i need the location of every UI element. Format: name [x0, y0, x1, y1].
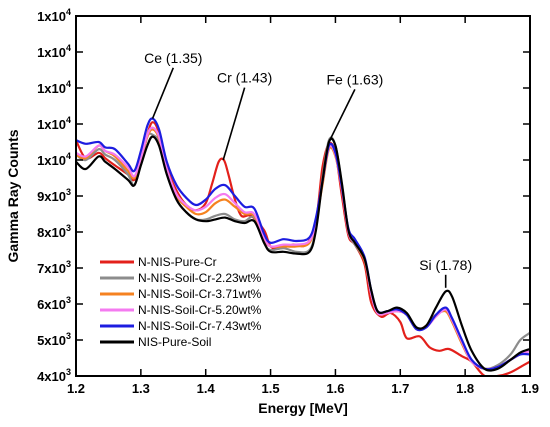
y-tick-exponent: 4: [66, 79, 71, 89]
annotation-label: Fe (1.63): [326, 71, 383, 87]
y-tick-label: 1x104: [37, 151, 71, 168]
legend-label: NIS-Pure-Soil: [138, 335, 211, 349]
series-line-4: [76, 117, 530, 371]
y-tick-label: 1x104: [37, 115, 71, 132]
x-tick-labels: 1.2 1.3 1.4 1.5 1.6 1.7 1.8 1.9: [67, 381, 539, 396]
legend-label: N-NIS-Soil-Cr-3.71wt%: [138, 287, 262, 301]
y-tick-base: 7x10: [37, 261, 66, 276]
annotation-pointer: [222, 87, 246, 161]
y-tick-label: 8x103: [37, 223, 71, 240]
annotations-layer: Ce (1.35) Cr (1.43) Fe (1.63) Si (1.78): [144, 50, 472, 288]
legend-label: N-NIS-Soil-Cr-5.20wt%: [138, 303, 262, 317]
y-tick-exponent: 3: [66, 187, 71, 197]
y-axis-title: Gamma Ray Counts: [5, 129, 21, 262]
annotation-pointer: [328, 89, 356, 143]
y-tick-label: 6x103: [37, 295, 71, 312]
x-tick-label: 1.9: [521, 381, 539, 396]
x-tick-label: 1.7: [391, 381, 409, 396]
legend-label: N-NIS-Soil-Cr-2.23wt%: [138, 271, 262, 285]
y-tick-base: 8x10: [37, 225, 66, 240]
annotation-label: Ce (1.35): [144, 50, 202, 66]
y-tick-exponent: 4: [66, 43, 71, 53]
y-tick-exponent: 3: [66, 223, 71, 233]
y-tick-exponent: 3: [66, 295, 71, 305]
y-tick-label: 9x103: [37, 187, 71, 204]
y-tick-base: 1x10: [37, 9, 66, 24]
y-tick-label: 4x103: [37, 367, 71, 384]
legend-label: N-NIS-Soil-Cr-7.43wt%: [138, 319, 262, 333]
x-tick-label: 1.3: [132, 381, 150, 396]
ticks-layer: [75, 15, 531, 377]
x-tick-label: 1.6: [326, 381, 344, 396]
y-tick-label: 7x103: [37, 259, 71, 276]
y-tick-base: 1x10: [37, 153, 66, 168]
y-tick-base: 6x10: [37, 297, 66, 312]
y-tick-base: 1x10: [37, 45, 66, 60]
y-tick-exponent: 4: [66, 115, 71, 125]
annotation-label: Si (1.78): [419, 257, 472, 273]
series-layer: [76, 117, 530, 376]
x-tick-label: 1.8: [456, 381, 474, 396]
x-tick-label: 1.5: [262, 381, 280, 396]
y-tick-label: 1x104: [37, 7, 71, 24]
y-tick-exponent: 3: [66, 331, 71, 341]
annotation-pointer: [151, 67, 175, 119]
y-tick-base: 5x10: [37, 333, 66, 348]
legend: N-NIS-Pure-Cr N-NIS-Soil-Cr-2.23wt% N-NIS-…: [100, 255, 262, 349]
y-tick-exponent: 3: [66, 259, 71, 269]
x-tick-label: 1.4: [197, 381, 216, 396]
series-line-2: [76, 128, 530, 371]
y-tick-label: 5x103: [37, 331, 71, 348]
y-tick-base: 1x10: [37, 81, 66, 96]
y-tick-labels: 4x1035x1036x1037x1038x1039x1031x1041x104…: [37, 7, 71, 384]
y-tick-base: 9x10: [37, 189, 66, 204]
y-tick-exponent: 3: [66, 367, 71, 377]
x-tick-label: 1.2: [67, 381, 85, 396]
y-tick-label: 1x104: [37, 43, 71, 60]
y-tick-exponent: 4: [66, 7, 71, 17]
y-tick-label: 1x104: [37, 79, 71, 96]
y-tick-exponent: 4: [66, 151, 71, 161]
x-axis-title: Energy [MeV]: [258, 400, 347, 416]
y-tick-base: 1x10: [37, 117, 66, 132]
annotation-label: Cr (1.43): [217, 70, 272, 86]
y-tick-base: 4x10: [37, 369, 66, 384]
series-line-1: [76, 132, 530, 371]
legend-label: N-NIS-Pure-Cr: [138, 255, 217, 269]
series-line-3: [76, 126, 530, 371]
series-line-5: [76, 135, 530, 372]
